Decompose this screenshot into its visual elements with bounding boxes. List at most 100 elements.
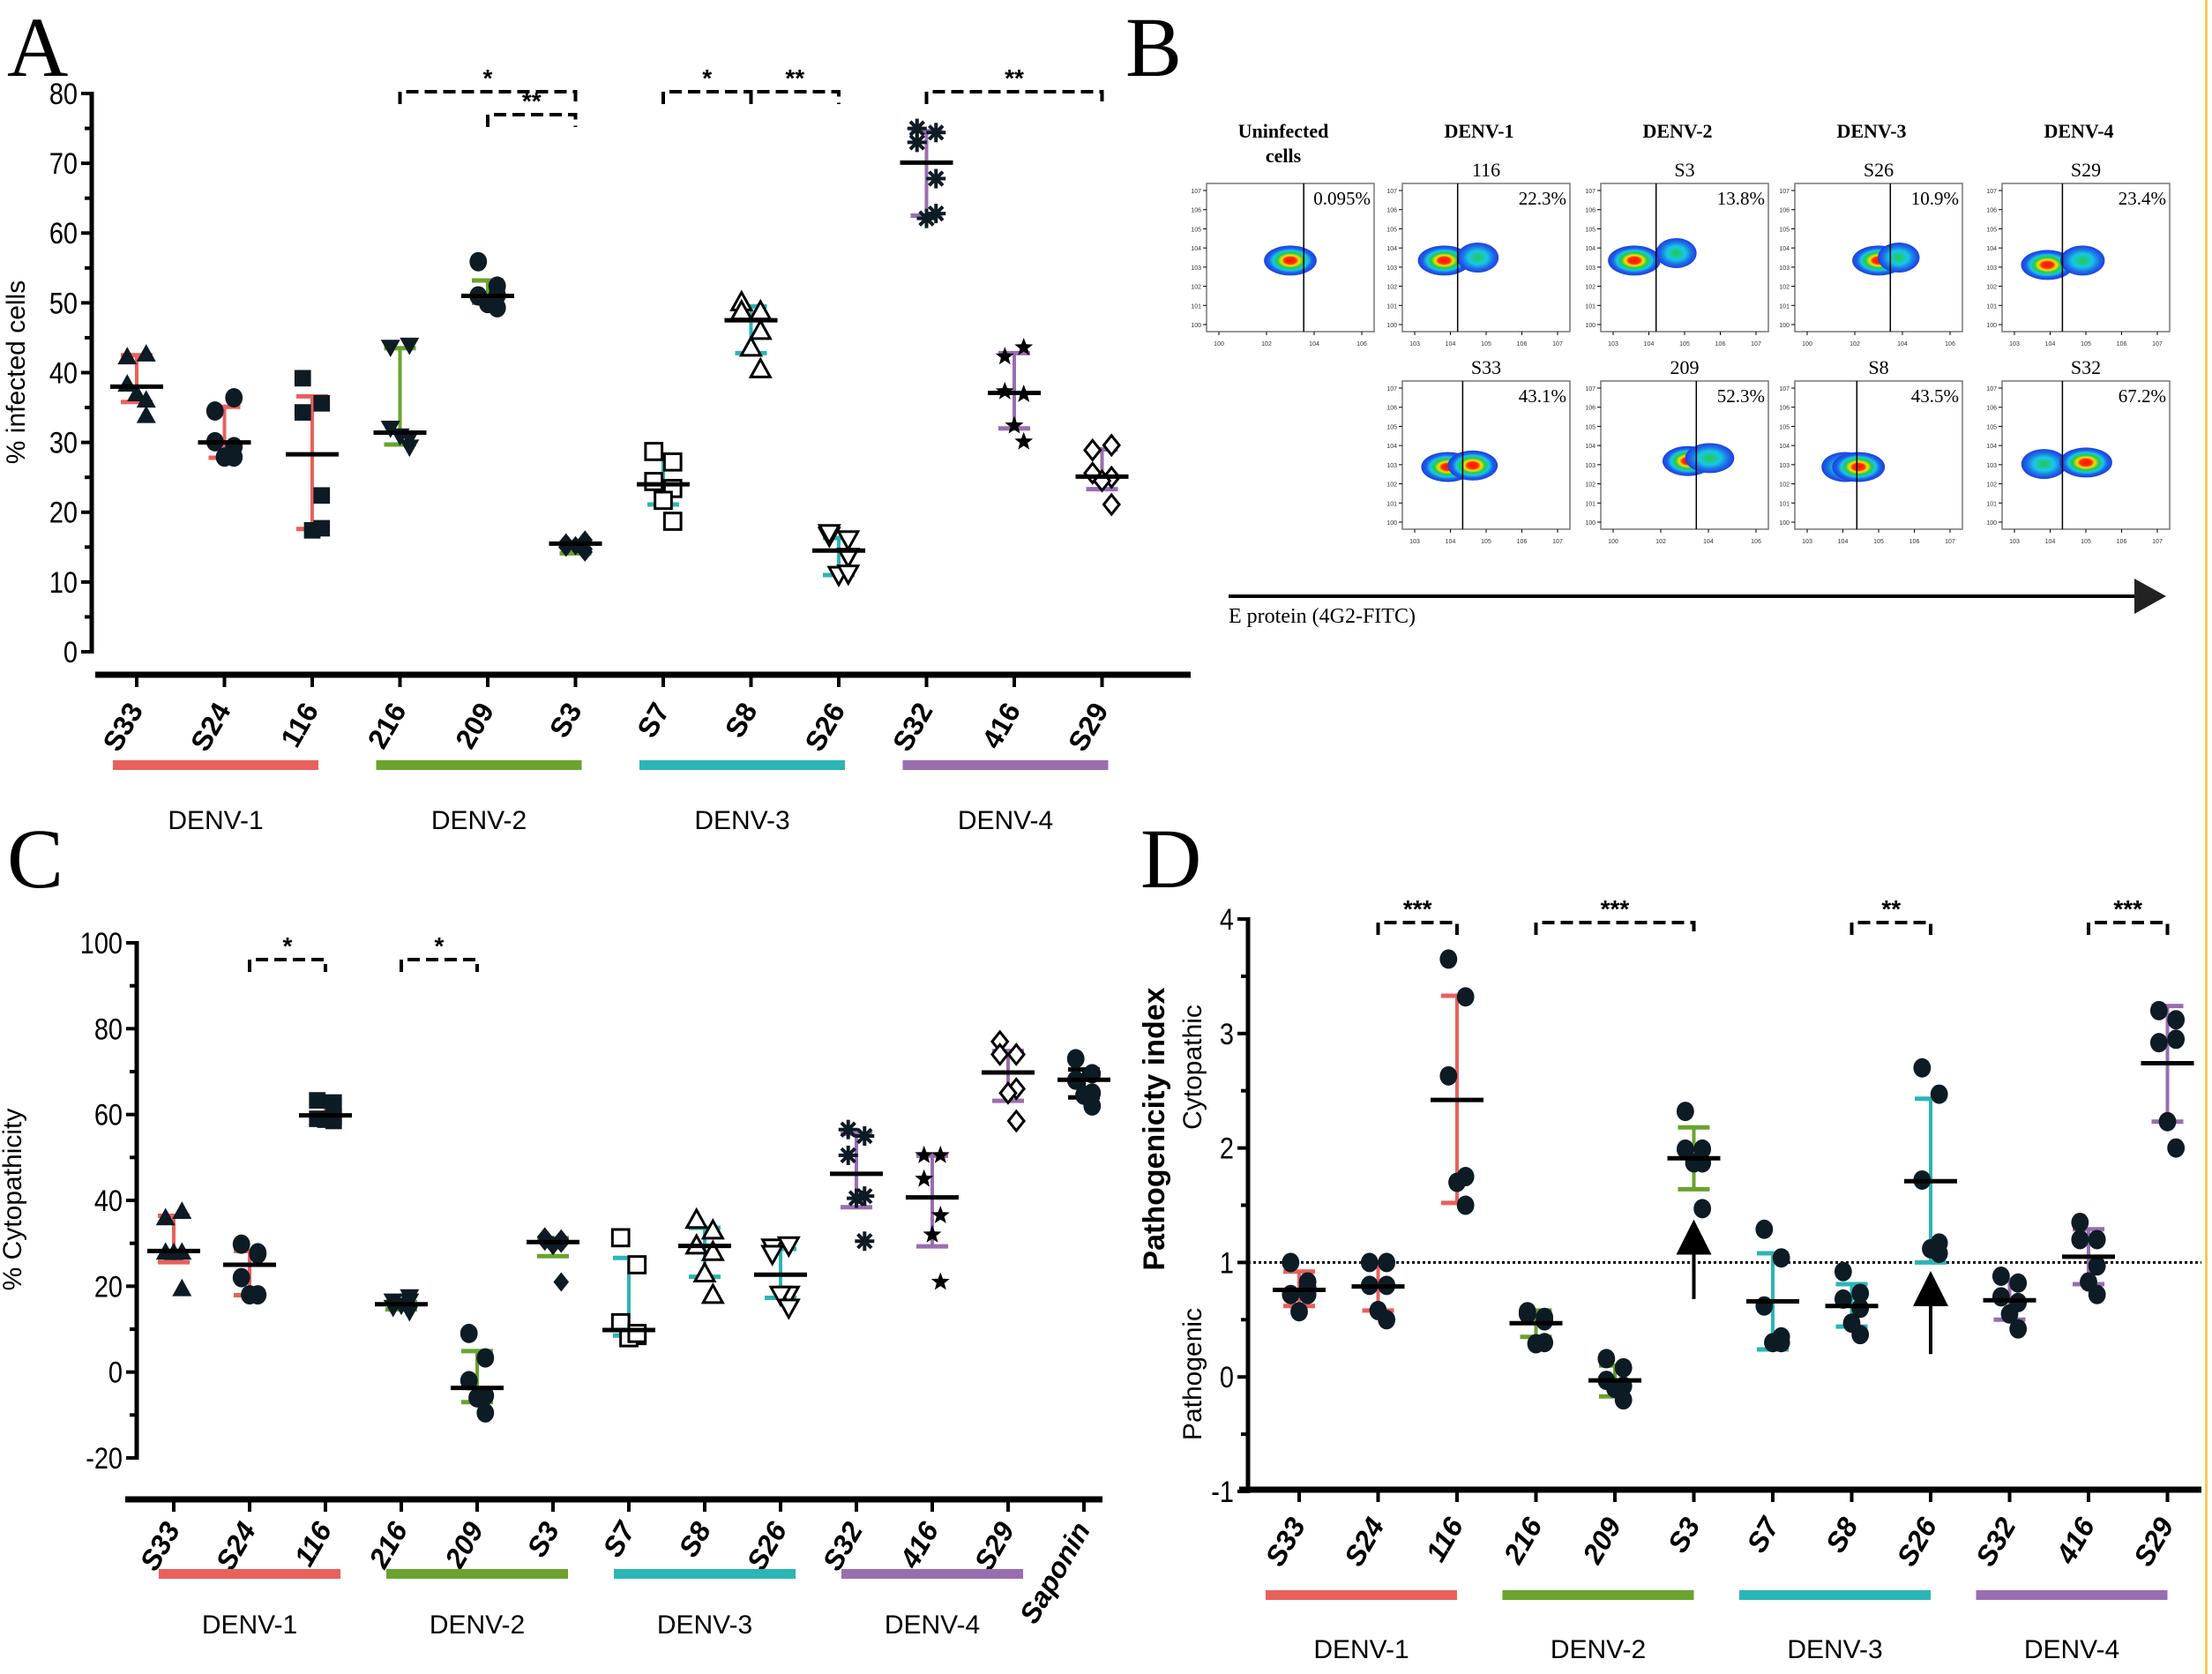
density-blob: [2059, 245, 2105, 276]
asterisk-core: [860, 1237, 870, 1246]
data-point: [172, 1201, 192, 1219]
series-216: [1509, 1302, 1563, 1354]
significance-bracket: ***: [2087, 895, 2170, 935]
panel-b-flow-plots: Uninfected cells DENV-1 DENV-2 DENV-3 DENV-4 1…: [1191, 120, 2171, 628]
x-tick-label: S26: [1890, 1512, 1943, 1571]
data-point: [460, 1323, 478, 1343]
x-tick-label: 106: [1517, 341, 1528, 348]
column-header: Uninfected: [1238, 120, 1329, 142]
x-tick-label: 116: [288, 1516, 338, 1571]
series-saponin: [1057, 1049, 1110, 1116]
percent-label: 67.2%: [2119, 385, 2166, 407]
bracket-line: [749, 90, 841, 104]
y-tick-label: 106: [1986, 406, 1997, 412]
group-label-denv-1: DENV-1: [168, 806, 263, 835]
data-point: [172, 1278, 192, 1297]
data-point: [136, 344, 156, 362]
x-tick-label: 107: [1945, 539, 1955, 545]
data-point: [907, 118, 927, 138]
y-tick-label: 100: [1779, 323, 1790, 329]
data-point: [1102, 433, 1121, 458]
series-116: [286, 370, 339, 539]
y-tick-label: 104: [1386, 444, 1397, 450]
percent-label: 52.3%: [1717, 385, 1765, 407]
data-point: [654, 490, 673, 511]
data-point: [1006, 1109, 1027, 1133]
data-point: [2167, 1010, 2186, 1030]
y-tick-label: 106: [1986, 208, 1997, 214]
data-point: [627, 1255, 647, 1274]
series-116: [299, 1092, 352, 1130]
data-point: [776, 1236, 801, 1259]
group-bar-denv-3: [1739, 1590, 1931, 1600]
panel-letter-c: C: [7, 811, 64, 906]
data-point: [907, 132, 927, 153]
group-label-denv-2: DENV-2: [430, 1610, 525, 1640]
series-209: [451, 1323, 504, 1423]
y-tick-label: 101: [1191, 303, 1201, 310]
asterisk-core: [922, 213, 931, 223]
data-point: [930, 1272, 950, 1290]
y-tick-label: 103: [1585, 265, 1595, 272]
series-s7: [637, 442, 690, 531]
data-point: [1456, 1195, 1475, 1215]
group-label-denv-3: DENV-3: [1787, 1635, 1882, 1664]
data-point: [2088, 1284, 2106, 1304]
x-tick-label: 416: [2050, 1512, 2101, 1569]
group-label-denv-2: DENV-2: [1551, 1635, 1646, 1664]
y-tick-label: 100: [1585, 323, 1595, 329]
data-point: [1772, 1333, 1790, 1353]
flow-plot-s32: S32 100 101 102 103 104 105 106 107 103 104 105 106 1…: [1986, 356, 2171, 545]
data-point: [2071, 1212, 2089, 1232]
x-tick-label: 107: [1552, 539, 1563, 545]
asterisk-core: [912, 123, 922, 133]
data-point: [1102, 492, 1121, 517]
data-point: [1518, 1302, 1536, 1322]
y-tick-label: 103: [1386, 463, 1397, 469]
y-tick-label: 100: [1986, 323, 1997, 329]
y-tick-label: 101: [1779, 303, 1790, 310]
significance-bracket: **: [749, 64, 841, 104]
data-point: [294, 404, 311, 421]
x-tick-label: 107: [2152, 341, 2163, 348]
series-116: [1431, 949, 1483, 1215]
group-bar-denv-4: [1976, 1590, 2168, 1600]
y-tick-label: 104: [1779, 444, 1790, 450]
data-point: [817, 524, 841, 546]
y-tick-label: 2: [1220, 1131, 1234, 1165]
data-point: [400, 337, 420, 355]
y-tick-label: 0: [1220, 1360, 1234, 1394]
x-tick-label: S33: [133, 1516, 186, 1575]
y-tick-label: 103: [1779, 265, 1790, 272]
data-point: [469, 251, 488, 272]
data-point: [930, 1145, 950, 1163]
y-tick-label: -1: [1211, 1475, 1234, 1509]
data-point: [1282, 1284, 1300, 1304]
data-point: [1755, 1296, 1774, 1316]
column-header: DENV-1: [1444, 120, 1513, 142]
x-tick-label: 106: [1909, 539, 1920, 545]
group-bar-denv-4: [902, 760, 1109, 770]
y-tick-label: 107: [1779, 189, 1790, 195]
series-416: [988, 338, 1041, 450]
y-tick-label: 100: [1386, 323, 1397, 329]
y-tick-label: 30: [49, 425, 78, 460]
data-point: [926, 204, 946, 224]
panel-d-chart: -1 0 1 2 3 4 Pathogenicity index Cytopathic Path…: [1138, 895, 2201, 1664]
data-point: [915, 1169, 934, 1187]
y-tick-label: 104: [1386, 246, 1397, 252]
group-bar-denv-2: [1502, 1590, 1694, 1600]
x-tick-label: S32: [886, 698, 939, 757]
y-tick-label: 102: [1386, 285, 1397, 291]
series-s24: [198, 387, 251, 467]
data-point: [760, 1244, 785, 1267]
x-tick-label: 103: [2009, 341, 2020, 348]
x-tick-label: Saponin: [1013, 1517, 1096, 1629]
data-point: [1439, 949, 1458, 969]
data-point: [127, 384, 146, 402]
y-axis-label: % Cytopathicity: [0, 1109, 27, 1291]
bracket-line: [398, 90, 578, 104]
data-point: [380, 340, 400, 358]
x-tick-label: 105: [1679, 341, 1690, 348]
x-tick-label: 416: [893, 1516, 945, 1573]
